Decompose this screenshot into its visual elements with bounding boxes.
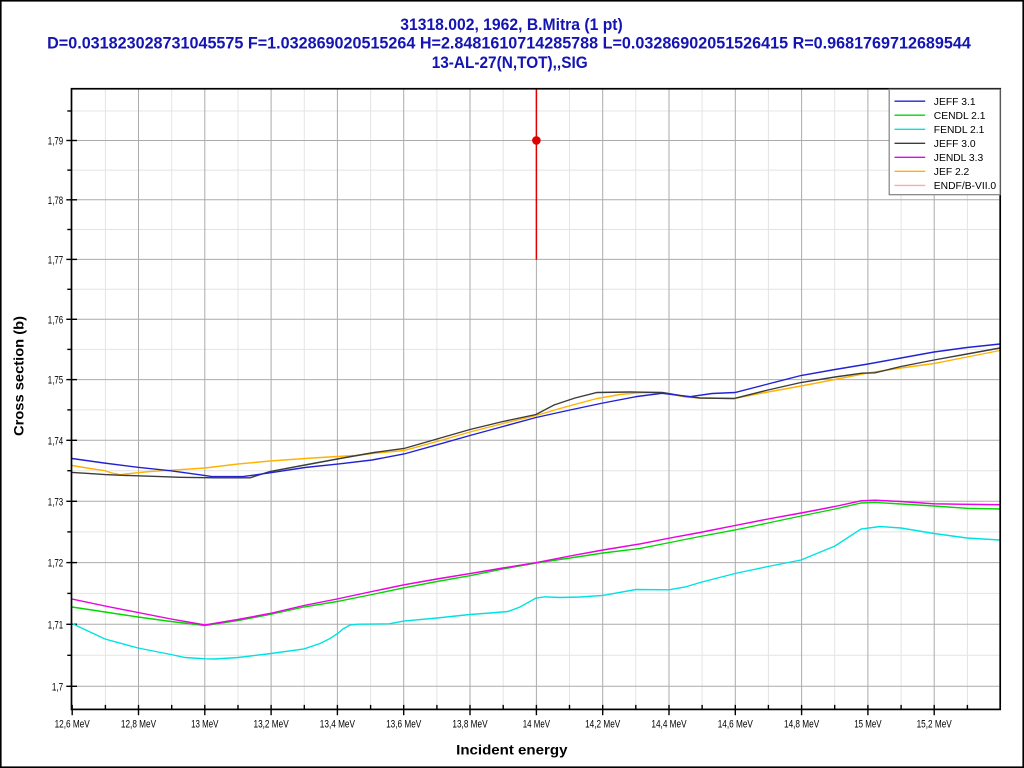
svg-text:15,2 MeV: 15,2 MeV	[917, 719, 953, 731]
svg-text:1,75: 1,75	[48, 375, 63, 387]
svg-text:14 MeV: 14 MeV	[523, 719, 551, 731]
svg-text:JEFF 3.0: JEFF 3.0	[934, 139, 976, 150]
svg-text:14,6 MeV: 14,6 MeV	[718, 719, 754, 731]
svg-text:14,2 MeV: 14,2 MeV	[585, 719, 621, 731]
svg-text:15 MeV: 15 MeV	[854, 719, 882, 731]
svg-text:13,4 MeV: 13,4 MeV	[320, 719, 356, 731]
svg-text:1,7: 1,7	[52, 681, 63, 693]
svg-text:13-AL-27(N,TOT),,SIG: 13-AL-27(N,TOT),,SIG	[432, 53, 588, 72]
svg-text:1,79: 1,79	[48, 136, 63, 148]
svg-text:13 MeV: 13 MeV	[191, 719, 219, 731]
svg-text:1,71: 1,71	[48, 619, 63, 631]
svg-text:D=0.031823028731045575 F=1.032: D=0.031823028731045575 F=1.0328690205152…	[47, 34, 971, 53]
svg-text:CENDL 2.1: CENDL 2.1	[934, 111, 986, 122]
svg-text:13,6 MeV: 13,6 MeV	[386, 719, 422, 731]
svg-text:14,4 MeV: 14,4 MeV	[651, 719, 687, 731]
svg-text:12,6 MeV: 12,6 MeV	[55, 719, 91, 731]
svg-text:Incident energy: Incident energy	[456, 742, 568, 758]
svg-text:1,74: 1,74	[48, 435, 63, 447]
svg-text:14,8 MeV: 14,8 MeV	[784, 719, 820, 731]
svg-text:1,76: 1,76	[48, 314, 63, 326]
svg-text:1,78: 1,78	[48, 195, 63, 207]
svg-text:12,8 MeV: 12,8 MeV	[121, 719, 157, 731]
svg-text:Cross section (b): Cross section (b)	[10, 316, 26, 436]
svg-text:1,72: 1,72	[48, 558, 63, 570]
svg-text:31318.002, 1962, B.Mitra (1 pt: 31318.002, 1962, B.Mitra (1 pt)	[400, 15, 623, 34]
svg-text:JENDL 3.3: JENDL 3.3	[934, 153, 984, 164]
svg-text:JEFF 3.1: JEFF 3.1	[934, 97, 976, 108]
svg-text:1,73: 1,73	[48, 496, 63, 508]
svg-text:FENDL 2.1: FENDL 2.1	[934, 125, 985, 136]
svg-text:ENDF/B-VII.0: ENDF/B-VII.0	[934, 181, 997, 192]
svg-text:13,8 MeV: 13,8 MeV	[452, 719, 488, 731]
svg-text:1,77: 1,77	[48, 255, 63, 267]
svg-text:13,2 MeV: 13,2 MeV	[254, 719, 290, 731]
svg-text:JEF 2.2: JEF 2.2	[934, 167, 970, 178]
